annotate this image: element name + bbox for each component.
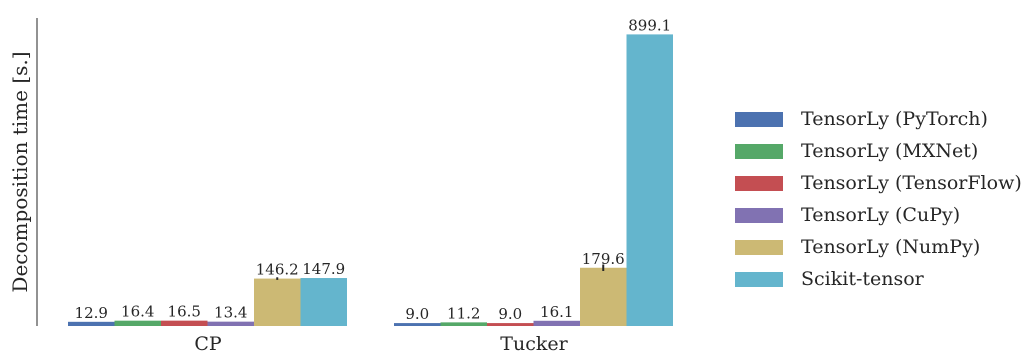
- legend-item-tensorly-mxnet: TensorLy (MXNet): [735, 135, 1022, 167]
- bar-tensorly-mxnet-cp: [114, 320, 161, 326]
- data-label-scikit-tensor-cp: 147.9: [302, 260, 345, 278]
- bar-tensorly-numpy-tucker: [580, 267, 627, 326]
- legend-item-tensorly-pytorch: TensorLy (PyTorch): [735, 103, 1022, 135]
- legend-item-scikit-tensor: Scikit-tensor: [735, 263, 1022, 295]
- bars-layer: [68, 34, 673, 327]
- legend-item-tensorly-tensorflow: TensorLy (TensorFlow): [735, 167, 1022, 199]
- data-label-tensorly-cupy-cp: 13.4: [214, 304, 247, 322]
- bar-tensorly-pytorch-cp: [68, 321, 115, 326]
- legend-label-tensorly-pytorch: TensorLy (PyTorch): [801, 108, 988, 130]
- legend-swatch-scikit-tensor: [735, 271, 783, 287]
- data-label-tensorly-mxnet-tucker: 11.2: [447, 304, 480, 322]
- data-label-tensorly-tensorflow-tucker: 9.0: [498, 305, 522, 323]
- x-tick-label-tucker: Tucker: [500, 333, 568, 355]
- bar-scikit-tensor-tucker: [626, 34, 673, 327]
- y-axis-label: Decomposition time [s.]: [8, 51, 32, 292]
- bar-tensorly-mxnet-tucker: [440, 322, 487, 326]
- legend-label-tensorly-mxnet: TensorLy (MXNet): [801, 140, 979, 162]
- data-label-tensorly-mxnet-cp: 16.4: [121, 303, 154, 321]
- legend-label-tensorly-cupy: TensorLy (CuPy): [801, 204, 961, 226]
- legend-swatch-tensorly-pytorch: [735, 111, 783, 127]
- bar-tensorly-cupy-cp: [207, 321, 254, 326]
- data-label-tensorly-pytorch-cp: 12.9: [75, 304, 108, 322]
- bar-tensorly-numpy-cp: [254, 278, 301, 326]
- legend-item-tensorly-cupy: TensorLy (CuPy): [735, 199, 1022, 231]
- data-label-tensorly-numpy-tucker: 179.6: [582, 250, 625, 268]
- data-label-tensorly-tensorflow-cp: 16.5: [168, 303, 201, 321]
- bar-tensorly-pytorch-tucker: [394, 323, 441, 326]
- data-label-scikit-tensor-tucker: 899.1: [628, 16, 671, 34]
- legend-swatch-tensorly-numpy: [735, 239, 783, 255]
- legend-label-scikit-tensor: Scikit-tensor: [801, 268, 924, 290]
- legend-swatch-tensorly-cupy: [735, 207, 783, 223]
- data-label-tensorly-cupy-tucker: 16.1: [540, 303, 573, 321]
- legend-swatch-tensorly-mxnet: [735, 143, 783, 159]
- bar-tensorly-tensorflow-cp: [161, 320, 208, 326]
- legend-label-tensorly-tensorflow: TensorLy (TensorFlow): [801, 172, 1022, 194]
- legend-item-tensorly-numpy: TensorLy (NumPy): [735, 231, 1022, 263]
- legend-swatch-tensorly-tensorflow: [735, 175, 783, 191]
- x-tick-label-cp: CP: [194, 333, 222, 355]
- legend: TensorLy (PyTorch) TensorLy (MXNet) Tens…: [735, 103, 1022, 295]
- data-label-tensorly-pytorch-tucker: 9.0: [405, 305, 429, 323]
- bar-tensorly-cupy-tucker: [533, 320, 580, 326]
- legend-label-tensorly-numpy: TensorLy (NumPy): [801, 236, 981, 258]
- error-bars-layer: [276, 264, 605, 280]
- bar-scikit-tensor-cp: [300, 278, 347, 326]
- data-labels-layer: 12.9 16.4 16.5 13.4 146.2 147.9 9.0 11.2 9.0 16.1…: [75, 16, 672, 323]
- bar-tensorly-tensorflow-tucker: [487, 323, 534, 326]
- data-label-tensorly-numpy-cp: 146.2: [256, 261, 299, 279]
